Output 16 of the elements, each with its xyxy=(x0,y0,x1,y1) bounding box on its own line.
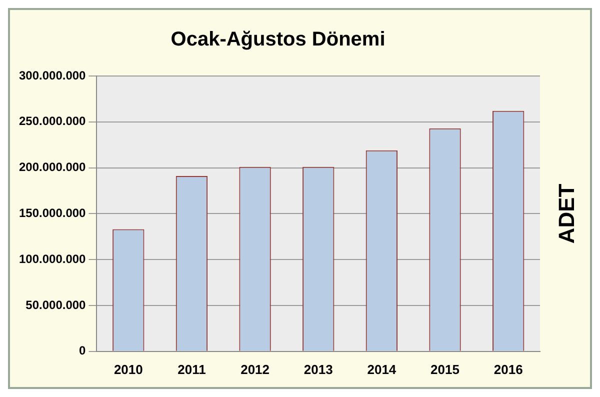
x-tick-label: 2015 xyxy=(430,362,460,377)
y-tick-label: 0 xyxy=(79,344,86,358)
x-tick-label: 2010 xyxy=(114,362,143,377)
x-tick-label: 2016 xyxy=(494,362,523,377)
chart-title: Ocak-Ağustos Dönemi xyxy=(170,28,386,51)
x-tick-label: 2011 xyxy=(178,362,206,377)
x-tick-label: 2012 xyxy=(240,362,270,377)
y-tick-label: 300.000.000 xyxy=(19,68,86,82)
y-tick-label: 200.000.000 xyxy=(19,160,86,174)
y-tick-label: 50.000.000 xyxy=(26,298,86,312)
x-tick-label: 2013 xyxy=(304,362,333,377)
y-tick-label: 150.000.000 xyxy=(19,206,86,220)
y-axis-title: ADET xyxy=(554,183,580,244)
y-tick-label: 250.000.000 xyxy=(19,114,86,128)
y-tick-label: 100.000.000 xyxy=(19,252,86,266)
x-tick-label: 2014 xyxy=(367,362,397,377)
